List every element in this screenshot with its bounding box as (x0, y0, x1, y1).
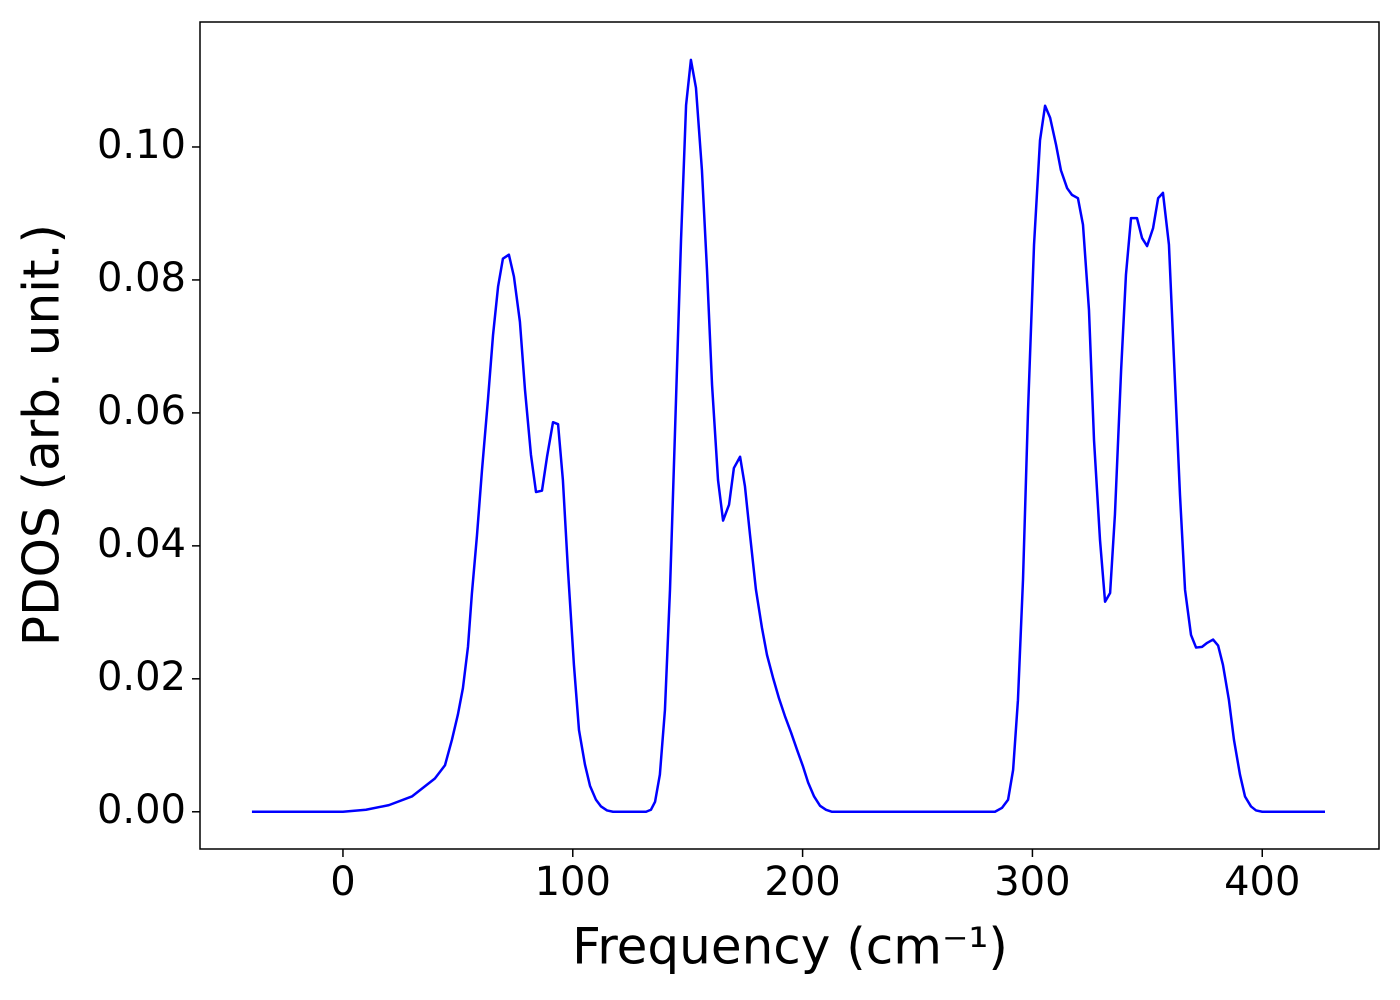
y-tick-label: 0.08 (97, 255, 186, 301)
x-axis-label: Frequency (cm⁻¹) (572, 918, 1008, 976)
x-tick-label: 300 (994, 859, 1070, 905)
y-tick-label: 0.06 (97, 388, 186, 434)
x-tick-label: 200 (764, 859, 840, 905)
y-tick-label: 0.04 (97, 521, 186, 567)
x-tick-label: 0 (330, 859, 355, 905)
x-tick-label: 400 (1224, 859, 1300, 905)
y-axis-label: PDOS (arb. unit.) (13, 224, 71, 646)
x-tick-label: 100 (535, 859, 611, 905)
plot-frame (199, 21, 1380, 850)
y-tick-label: 0.00 (97, 787, 186, 833)
pdos-line (251, 58, 1325, 814)
y-tick-label: 0.10 (97, 122, 186, 168)
y-tick-label: 0.02 (97, 654, 186, 700)
